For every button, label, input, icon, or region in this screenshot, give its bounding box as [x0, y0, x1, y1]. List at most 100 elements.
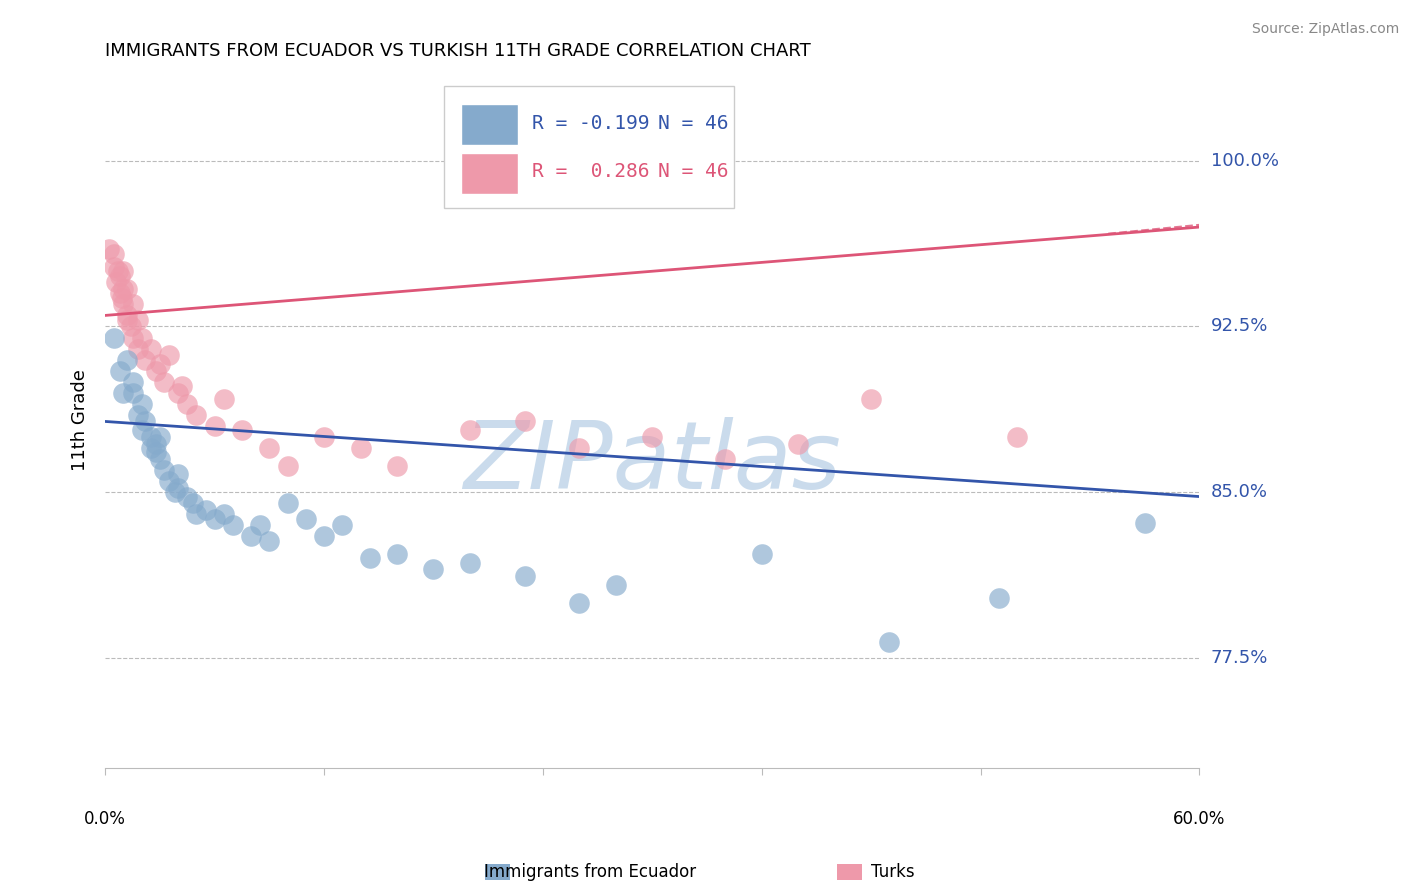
Point: [108, 286, 131, 301]
Point: [127, 342, 149, 356]
Text: 85.0%: 85.0%: [1211, 483, 1268, 501]
Point: [121, 297, 143, 311]
Point: [295, 511, 318, 525]
Text: 60.0%: 60.0%: [1173, 810, 1226, 828]
Text: 0.0%: 0.0%: [84, 810, 127, 828]
Text: IMMIGRANTS FROM ECUADOR VS TURKISH 11TH GRADE CORRELATION CHART: IMMIGRANTS FROM ECUADOR VS TURKISH 11TH …: [105, 42, 811, 60]
Point: [212, 392, 235, 407]
Text: N = 46: N = 46: [658, 113, 728, 133]
Point: [152, 463, 174, 477]
Point: [186, 408, 208, 422]
Point: [134, 414, 156, 428]
Point: [458, 423, 481, 437]
Point: [231, 423, 253, 437]
Point: [131, 423, 153, 437]
Point: [108, 364, 131, 378]
Point: [181, 496, 204, 510]
Point: [879, 635, 901, 649]
FancyBboxPatch shape: [461, 153, 517, 194]
FancyBboxPatch shape: [461, 104, 517, 145]
Point: [115, 313, 138, 327]
Point: [134, 352, 156, 367]
Point: [385, 547, 408, 561]
Point: [458, 556, 481, 570]
Point: [103, 330, 125, 344]
Point: [714, 452, 737, 467]
Point: [641, 430, 664, 444]
Point: [149, 430, 172, 444]
Point: [787, 436, 810, 450]
Text: Turks: Turks: [870, 863, 915, 881]
FancyBboxPatch shape: [444, 87, 734, 208]
Point: [568, 441, 591, 455]
Point: [176, 397, 198, 411]
Point: [605, 578, 627, 592]
Point: [121, 330, 143, 344]
Point: [127, 313, 149, 327]
Point: [120, 319, 142, 334]
Point: [131, 397, 153, 411]
Point: [1133, 516, 1156, 530]
Point: [1005, 430, 1028, 444]
Point: [115, 282, 138, 296]
Point: [170, 379, 193, 393]
Point: [139, 430, 162, 444]
Point: [222, 518, 245, 533]
Point: [259, 533, 281, 548]
Point: [167, 385, 190, 400]
Point: [107, 264, 129, 278]
Point: [204, 418, 226, 433]
Point: [312, 529, 335, 543]
Point: [112, 282, 135, 296]
Point: [513, 414, 536, 428]
Point: [121, 385, 143, 400]
Point: [167, 467, 190, 482]
Point: [751, 547, 773, 561]
Point: [112, 264, 135, 278]
Point: [277, 458, 299, 473]
Point: [212, 507, 235, 521]
Point: [139, 342, 162, 356]
Point: [568, 596, 591, 610]
Point: [131, 330, 153, 344]
Point: [249, 518, 271, 533]
Point: [103, 246, 125, 260]
Text: 92.5%: 92.5%: [1211, 318, 1268, 335]
Point: [176, 490, 198, 504]
Point: [359, 551, 381, 566]
Point: [149, 357, 172, 371]
Point: [108, 268, 131, 283]
Point: [157, 348, 180, 362]
Point: [385, 458, 408, 473]
Point: [103, 260, 125, 274]
Point: [97, 242, 120, 256]
Point: [330, 518, 353, 533]
Point: [112, 297, 135, 311]
Text: R =  0.286: R = 0.286: [531, 162, 650, 181]
Point: [163, 485, 186, 500]
Point: [312, 430, 335, 444]
Point: [987, 591, 1010, 606]
Point: [139, 441, 162, 455]
Point: [277, 496, 299, 510]
Point: [240, 529, 263, 543]
Point: [145, 445, 167, 459]
Point: [157, 474, 180, 488]
Point: [121, 375, 143, 389]
Text: ZIPatlas: ZIPatlas: [464, 417, 841, 508]
Text: N = 46: N = 46: [658, 162, 728, 181]
Point: [422, 562, 444, 576]
Point: [115, 309, 138, 323]
Point: [194, 503, 217, 517]
Point: [149, 452, 172, 467]
Y-axis label: 11th Grade: 11th Grade: [72, 369, 89, 471]
Point: [860, 392, 883, 407]
Point: [105, 275, 128, 289]
Point: [112, 385, 135, 400]
Point: [167, 481, 190, 495]
Point: [115, 352, 138, 367]
Point: [111, 291, 134, 305]
Point: [186, 507, 208, 521]
Text: 77.5%: 77.5%: [1211, 648, 1268, 667]
Text: Immigrants from Ecuador: Immigrants from Ecuador: [485, 863, 696, 881]
